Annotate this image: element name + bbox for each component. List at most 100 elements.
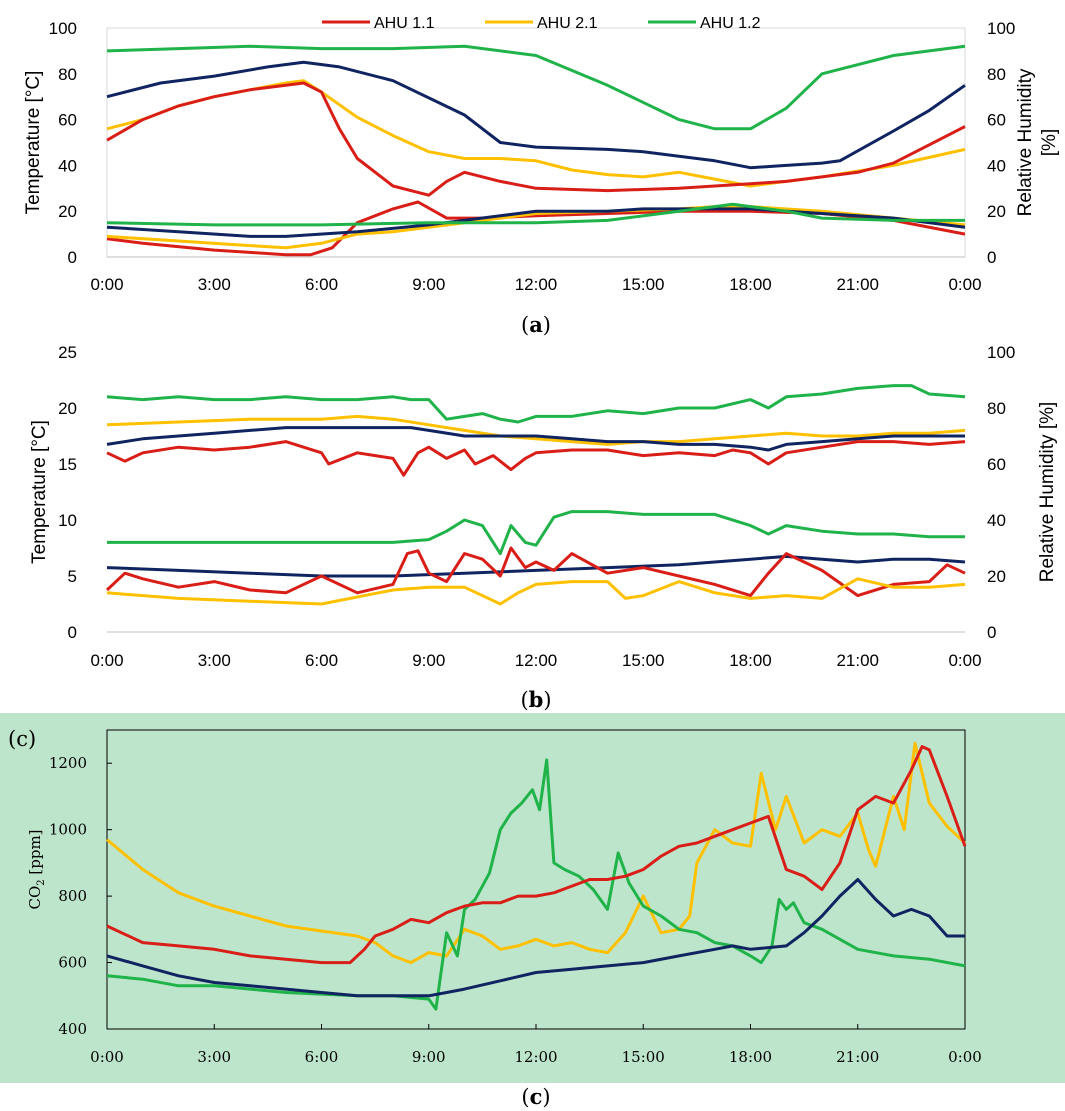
x-tick-label: 12:00 [515, 275, 558, 294]
series-line-3 [106, 878, 965, 998]
x-tick-label: 18:00 [729, 651, 772, 670]
y-tick-label: 400 [58, 1020, 87, 1038]
x-tick-label: 0:00 [90, 651, 123, 670]
y-tick-left: 60 [58, 111, 77, 130]
y-tick-right: 20 [987, 202, 1006, 221]
y-axis-label-right-unit: [%] [1039, 129, 1060, 156]
y-axis-label-right: Relative Humidity [%] [1037, 402, 1058, 583]
caption-open: ( [521, 1085, 529, 1109]
x-tick-label: 18:00 [729, 275, 772, 294]
series-line-3 [106, 440, 966, 477]
y-tick-left: 80 [58, 65, 77, 84]
caption-letter: b [529, 687, 544, 712]
chart-b: 0 5 10 15 20 25 0 20 40 60 80 100 0:00 3:00 6:00 9:00 12… [29, 343, 1058, 712]
caption-close: ) [542, 1085, 550, 1109]
y-tick-right: 80 [987, 399, 1006, 418]
y-tick-left: 20 [58, 202, 77, 221]
x-tick-label: 9:00 [412, 275, 445, 294]
x-tick-label: 3:00 [197, 1048, 231, 1066]
y-tick-right: 100 [987, 343, 1015, 362]
y-axis-label-sub: 2 [36, 879, 47, 885]
x-tick-label: 6:00 [305, 651, 338, 670]
y-tick-left: 10 [58, 511, 77, 530]
y-tick-right: 100 [987, 19, 1015, 38]
x-tick-label: 3:00 [198, 275, 231, 294]
x-tick-label: 12:00 [514, 1048, 557, 1066]
x-tick-label: 15:00 [622, 275, 665, 294]
legend-label: AHU 1.1 [374, 15, 435, 32]
y-tick-right: 0 [987, 623, 996, 642]
y-tick-left: 40 [58, 156, 77, 175]
y-tick-right: 0 [987, 248, 996, 267]
x-tick-label: 0:00 [948, 651, 981, 670]
y-tick-left: 5 [68, 567, 77, 586]
x-tick-label: 0:00 [90, 275, 123, 294]
y-tick-left: 0 [68, 248, 77, 267]
panel-caption: (c) [521, 1084, 550, 1109]
x-tick-label: 15:00 [622, 1048, 665, 1066]
y-tick-right: 40 [987, 511, 1006, 530]
y-axis-label-left: Temperature [°C] [29, 420, 50, 564]
y-axis-label-co: CO [26, 886, 44, 910]
series-line-4 [107, 510, 965, 556]
series-line-3 [106, 81, 966, 197]
x-tick-label: 12:00 [515, 651, 558, 670]
y-tick-right: 20 [987, 567, 1006, 586]
x-tick-label: 21:00 [836, 275, 879, 294]
series-line-5 [106, 205, 966, 250]
y-tick-right: 80 [987, 65, 1006, 84]
series-line-2 [106, 79, 966, 188]
chart-c: 400 600 800 1000 1200 0:00 3:00 6:00 9:00 12:00 15… [0, 713, 1065, 1109]
legend-label: AHU 1.2 [700, 15, 761, 32]
x-tick-label: 21:00 [836, 1048, 879, 1066]
x-tick-label: 0:00 [90, 1048, 124, 1066]
series-line-1 [106, 60, 966, 170]
legend: AHU 1.1 AHU 2.1 AHU 1.2 [322, 15, 761, 32]
x-tick-label: 0:00 [948, 1048, 982, 1066]
series-line-1 [106, 414, 966, 446]
y-tick-label: 800 [58, 887, 87, 905]
y-tick-right: 40 [987, 156, 1006, 175]
y-axis-label-right: Relative Humidity [1015, 68, 1036, 216]
x-tick-label: 18:00 [729, 1048, 772, 1066]
caption-letter: c [530, 1084, 543, 1109]
series-line-7 [106, 577, 966, 606]
series-line-0 [106, 384, 966, 424]
series-line-7 [106, 202, 965, 227]
y-tick-label: 1200 [49, 754, 87, 772]
y-axis-label: CO2 [ppm] [26, 829, 47, 909]
caption-open: ( [521, 313, 529, 337]
y-tick-left: 15 [58, 455, 77, 474]
y-axis-label-left: Temperature [°C] [23, 71, 44, 215]
caption-close: ) [543, 313, 551, 337]
y-axis-label-unit: [ppm] [26, 829, 44, 879]
caption-open: ( [520, 688, 528, 712]
x-tick-label: 3:00 [198, 651, 231, 670]
chart-a: 0 20 40 60 80 100 0 20 40 60 80 100 0:00 3:00 6:00 9:00… [23, 15, 1060, 337]
caption-letter: a [529, 312, 543, 337]
y-tick-label: 1000 [49, 821, 87, 839]
x-tick-label: 21:00 [836, 651, 879, 670]
panel-caption: (b) [520, 687, 551, 712]
series-line-0 [106, 44, 966, 131]
y-tick-left: 25 [58, 343, 77, 362]
y-tick-left: 20 [58, 399, 77, 418]
series-line-5 [106, 554, 966, 578]
x-tick-label: 15:00 [622, 651, 665, 670]
panel-caption: (a) [521, 312, 551, 337]
x-tick-label: 9:00 [412, 1048, 446, 1066]
y-tick-label: 600 [58, 954, 87, 972]
y-tick-right: 60 [987, 455, 1006, 474]
series-line-2 [106, 745, 967, 965]
series-line-6 [105, 546, 966, 598]
caption-close: ) [543, 688, 551, 712]
panel-label-c: (c) [8, 727, 36, 751]
series-line-0 [106, 741, 967, 965]
x-tick-label: 0:00 [948, 275, 981, 294]
y-tick-right: 60 [987, 111, 1006, 130]
series-line-2 [106, 426, 965, 452]
series-line-4 [106, 200, 966, 257]
x-tick-label: 9:00 [412, 651, 445, 670]
y-tick-left: 100 [49, 19, 77, 38]
